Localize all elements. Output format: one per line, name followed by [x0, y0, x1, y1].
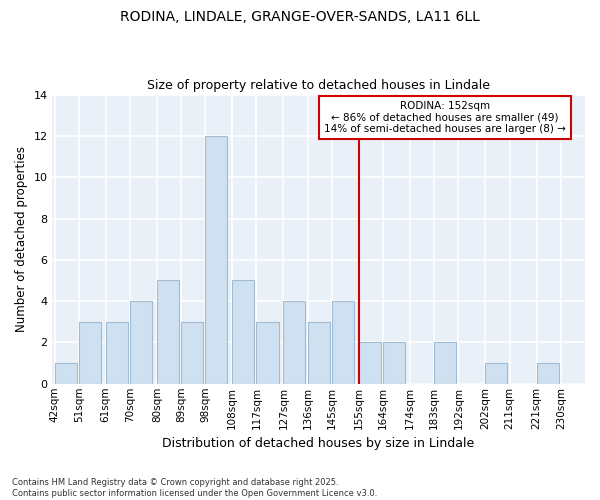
Bar — [181, 322, 203, 384]
Text: RODINA, LINDALE, GRANGE-OVER-SANDS, LA11 6LL: RODINA, LINDALE, GRANGE-OVER-SANDS, LA11… — [120, 10, 480, 24]
Bar — [332, 301, 354, 384]
Bar — [536, 363, 559, 384]
Bar — [359, 342, 381, 384]
Bar — [130, 301, 152, 384]
Bar — [106, 322, 128, 384]
Bar — [205, 136, 227, 384]
Bar — [232, 280, 254, 384]
Bar — [79, 322, 101, 384]
Bar — [256, 322, 278, 384]
Text: RODINA: 152sqm
← 86% of detached houses are smaller (49)
14% of semi-detached ho: RODINA: 152sqm ← 86% of detached houses … — [324, 101, 566, 134]
Y-axis label: Number of detached properties: Number of detached properties — [15, 146, 28, 332]
Title: Size of property relative to detached houses in Lindale: Size of property relative to detached ho… — [147, 79, 490, 92]
Bar — [55, 363, 77, 384]
Bar — [308, 322, 330, 384]
Bar — [383, 342, 405, 384]
Bar — [485, 363, 508, 384]
Bar — [283, 301, 305, 384]
Bar — [157, 280, 179, 384]
Text: Contains HM Land Registry data © Crown copyright and database right 2025.
Contai: Contains HM Land Registry data © Crown c… — [12, 478, 377, 498]
X-axis label: Distribution of detached houses by size in Lindale: Distribution of detached houses by size … — [162, 437, 475, 450]
Bar — [434, 342, 456, 384]
